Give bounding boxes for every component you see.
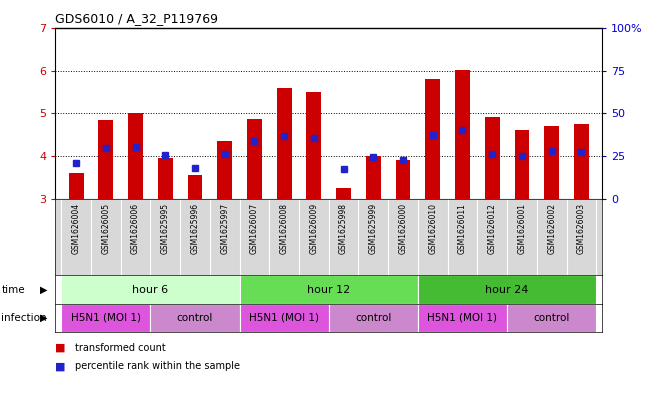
Bar — [277, 88, 292, 199]
Text: GSM1625995: GSM1625995 — [161, 203, 170, 254]
Text: H5N1 (MOI 1): H5N1 (MOI 1) — [428, 313, 497, 323]
Bar — [247, 119, 262, 199]
Text: H5N1 (MOI 1): H5N1 (MOI 1) — [71, 313, 141, 323]
Text: GSM1626000: GSM1626000 — [398, 203, 408, 254]
Bar — [396, 160, 411, 199]
Text: GSM1626006: GSM1626006 — [131, 203, 140, 254]
Bar — [366, 156, 381, 199]
Bar — [307, 92, 322, 199]
Bar — [574, 124, 589, 199]
Text: GDS6010 / A_32_P119769: GDS6010 / A_32_P119769 — [55, 12, 218, 25]
Text: infection: infection — [1, 313, 47, 323]
Text: GSM1625999: GSM1625999 — [369, 203, 378, 254]
Text: H5N1 (MOI 1): H5N1 (MOI 1) — [249, 313, 319, 323]
Bar — [544, 126, 559, 199]
Bar — [455, 70, 470, 199]
Text: GSM1626012: GSM1626012 — [488, 203, 497, 253]
Text: GSM1626011: GSM1626011 — [458, 203, 467, 253]
Text: ■: ■ — [55, 343, 66, 353]
Bar — [61, 304, 150, 332]
Text: ▶: ▶ — [40, 285, 48, 295]
Text: control: control — [355, 313, 391, 323]
Bar — [336, 188, 351, 199]
Text: ▶: ▶ — [40, 313, 48, 323]
Text: GSM1625997: GSM1625997 — [220, 203, 229, 254]
Bar — [485, 117, 500, 199]
Bar — [98, 120, 113, 199]
Bar — [217, 141, 232, 199]
Bar — [158, 158, 173, 199]
Bar — [514, 130, 529, 199]
Bar — [240, 304, 329, 332]
Bar — [329, 304, 418, 332]
Text: GSM1625996: GSM1625996 — [191, 203, 199, 254]
Bar — [418, 304, 507, 332]
Text: hour 24: hour 24 — [486, 285, 529, 295]
Text: time: time — [1, 285, 25, 295]
Text: GSM1626008: GSM1626008 — [280, 203, 288, 254]
Text: control: control — [177, 313, 214, 323]
Bar — [187, 175, 202, 199]
Bar — [61, 275, 240, 304]
Bar — [507, 304, 596, 332]
Text: GSM1626005: GSM1626005 — [102, 203, 111, 254]
Text: hour 6: hour 6 — [132, 285, 169, 295]
Bar — [240, 275, 418, 304]
Text: GSM1626009: GSM1626009 — [309, 203, 318, 254]
Text: GSM1626010: GSM1626010 — [428, 203, 437, 254]
Text: GSM1626003: GSM1626003 — [577, 203, 586, 254]
Bar — [425, 79, 440, 199]
Text: GSM1626002: GSM1626002 — [547, 203, 556, 254]
Bar — [128, 113, 143, 199]
Text: GSM1626001: GSM1626001 — [518, 203, 527, 254]
Text: control: control — [533, 313, 570, 323]
Bar — [418, 275, 596, 304]
Text: transformed count: transformed count — [75, 343, 165, 353]
Text: percentile rank within the sample: percentile rank within the sample — [75, 361, 240, 371]
Bar — [69, 173, 83, 199]
Text: GSM1626004: GSM1626004 — [72, 203, 81, 254]
Bar — [150, 304, 240, 332]
Text: hour 12: hour 12 — [307, 285, 350, 295]
Text: GSM1625998: GSM1625998 — [339, 203, 348, 254]
Text: GSM1626007: GSM1626007 — [250, 203, 259, 254]
Text: ■: ■ — [55, 361, 66, 371]
